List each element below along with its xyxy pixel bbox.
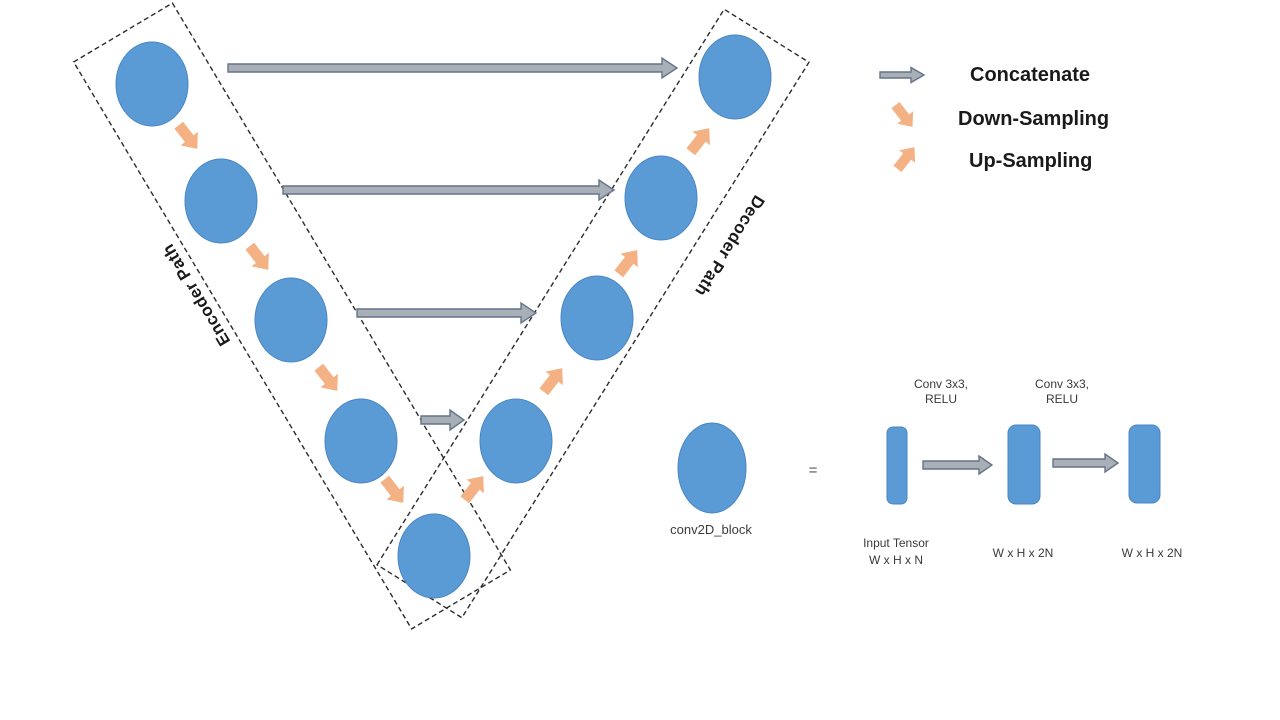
output-tensor-label: W x H x 2N (1122, 546, 1183, 560)
conv-step-arrow-icon (1052, 452, 1120, 474)
legend-concatenate-arrow-icon (879, 66, 926, 84)
conv-step-arrow-icon (922, 454, 994, 476)
encoder-conv2d-block-ellipse (184, 158, 258, 244)
encoder-conv2d-block-ellipse (115, 41, 189, 127)
legend-label-down-sampling: Down-Sampling (958, 108, 1109, 130)
input-tensor-label-line1: Input Tensor (863, 536, 929, 550)
encoder-conv2d-block-ellipse (324, 398, 398, 484)
concatenate-arrow-icon (227, 56, 679, 80)
decoder-conv2d-block-ellipse (624, 155, 698, 241)
decoder-path-label: Decoder Path (691, 192, 768, 300)
up-sampling-arrow-icon (614, 250, 638, 278)
input-tensor-rect (886, 426, 908, 505)
legend-label-concatenate: Concatenate (970, 64, 1090, 86)
conv2-label-line1: Conv 3x3, (1035, 377, 1089, 391)
conv1-label-line1: Conv 3x3, (914, 377, 968, 391)
legend-down-sampling-arrow-icon (891, 102, 914, 127)
equals-sign: = (809, 462, 818, 479)
mid-tensor-label: W x H x 2N (993, 546, 1054, 560)
concatenate-arrow-icon (282, 178, 616, 202)
encoder-conv2d-block-ellipse (254, 277, 328, 363)
legend-label-up-sampling: Up-Sampling (969, 150, 1092, 172)
concatenate-arrow-icon (420, 408, 466, 432)
up-sampling-arrow-icon (460, 476, 484, 504)
concatenate-arrow-icon (356, 301, 538, 325)
conv-blocks (115, 34, 1161, 599)
conv1-label-line2: RELU (925, 392, 957, 406)
output-tensor-rect (1128, 424, 1161, 504)
sampling-arrows (174, 102, 916, 504)
definition-labels: conv2D_block = Conv 3x3, RELU Conv 3x3, … (670, 377, 1182, 567)
decoder-conv2d-block-ellipse (698, 34, 772, 120)
decoder-conv2d-block-ellipse (560, 275, 634, 361)
conv2-label-line2: RELU (1046, 392, 1078, 406)
down-sampling-arrow-icon (314, 363, 338, 391)
conv2d-block-label: conv2D_block (670, 522, 752, 537)
decoder-conv2d-block-ellipse (479, 398, 553, 484)
input-tensor-label-line2: W x H x N (869, 553, 923, 567)
encoder-path-band (72, 2, 512, 630)
bottleneck-conv2d-block-ellipse (397, 513, 471, 599)
down-sampling-arrow-icon (174, 121, 198, 149)
up-sampling-arrow-icon (539, 368, 563, 396)
mid-tensor-rect (1007, 424, 1041, 505)
down-sampling-arrow-icon (380, 475, 404, 503)
encoder-path-label: Encoder Path (158, 240, 234, 349)
conv2d-block-symbol-ellipse (677, 422, 747, 514)
concatenate-arrows (227, 56, 1120, 476)
down-sampling-arrow-icon (245, 242, 269, 270)
legend-up-sampling-arrow-icon (893, 147, 916, 172)
up-sampling-arrow-icon (686, 128, 710, 156)
